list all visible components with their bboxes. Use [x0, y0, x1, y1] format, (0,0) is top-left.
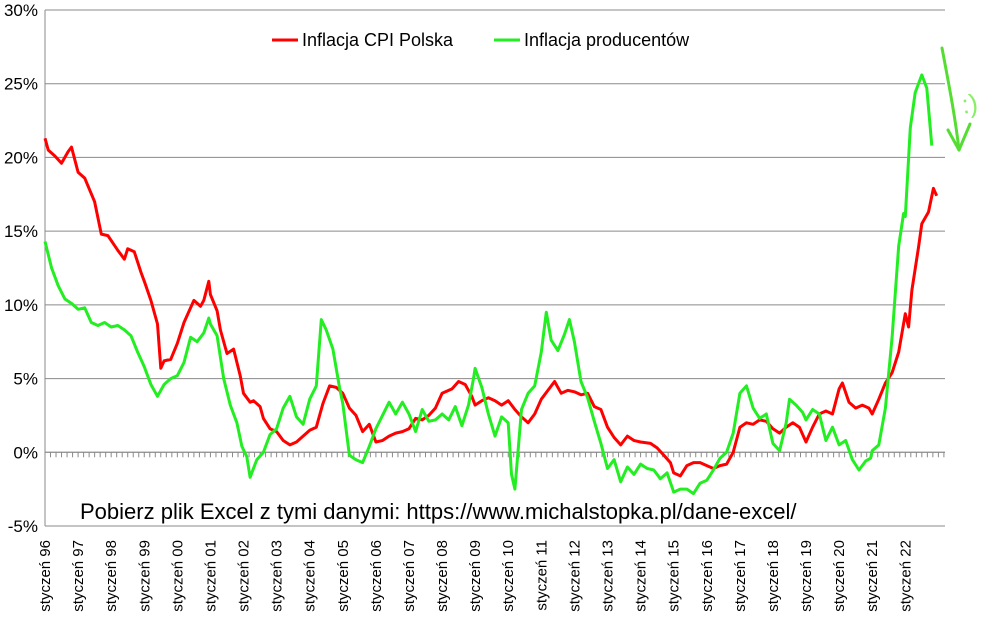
x-tick-label: styczeń 97	[70, 540, 87, 612]
y-tick-label: 10%	[4, 296, 38, 315]
legend-label: Inflacja CPI Polska	[302, 30, 454, 50]
grid-lines	[44, 9, 945, 527]
x-tick-label: styczeń 12	[566, 540, 583, 612]
x-tick-label: styczeń 20	[831, 540, 848, 612]
x-tick-label: styczeń 02	[236, 540, 253, 612]
x-tick-label: styczeń 08	[434, 540, 451, 612]
x-tick-label: styczeń 11	[533, 540, 550, 611]
x-tick-label: styczeń 09	[467, 540, 484, 612]
y-tick-label: 5%	[13, 370, 38, 389]
x-tick-label: styczeń 15	[666, 540, 683, 612]
y-tick-label: 20%	[4, 148, 38, 167]
y-tick-label: 30%	[4, 1, 38, 20]
x-tick-label: styczeń 21	[864, 540, 881, 612]
x-tick-label: styczeń 06	[368, 540, 385, 612]
y-axis-ticks: -5% 0% 5% 10% 15% 20% 25% 30%	[4, 1, 38, 536]
legend-label: Inflacja producentów	[524, 30, 690, 50]
x-tick-label: styczeń 22	[897, 540, 914, 612]
x-tick-label: styczeń 13	[600, 540, 617, 612]
x-tick-label: styczeń 00	[169, 540, 186, 612]
x-tick-label: styczeń 17	[732, 540, 749, 612]
x-tick-label: styczeń 16	[699, 540, 716, 612]
x-tick-label: styczeń 19	[798, 540, 815, 612]
x-tick-label: styczeń 04	[302, 540, 319, 612]
arrow-icon	[940, 46, 961, 152]
y-tick-label: 25%	[4, 75, 38, 94]
x-tick-label: styczeń 14	[633, 540, 650, 612]
x-tick-label: styczeń 07	[401, 540, 418, 612]
series-group	[43, 73, 939, 496]
annotation: :)	[940, 46, 980, 152]
x-tick-label: styczeń 18	[765, 540, 782, 612]
x-tick-label: styczeń 98	[103, 540, 120, 612]
chart-note: Pobierz plik Excel z tymi danymi: https:…	[80, 499, 797, 524]
x-tick-label: styczeń 03	[269, 540, 286, 612]
x-axis: styczeń 96 styczeń 97 styczeń 98 styczeń 99…	[37, 451, 945, 612]
series-line-cpi	[43, 137, 939, 478]
y-tick-label: 0%	[13, 443, 38, 462]
y-tick-label: 15%	[4, 222, 38, 241]
legend: Inflacja CPI Polska Inflacja producentów	[272, 30, 690, 50]
y-tick-label: -5%	[8, 517, 38, 536]
series-line-ppi	[43, 73, 934, 496]
smiley-annotation: :)	[960, 88, 980, 120]
x-tick-label: styczeń 05	[335, 540, 352, 612]
x-tick-label: styczeń 01	[202, 540, 219, 612]
x-tick-label: styczeń 10	[500, 540, 517, 612]
x-tick-label: styczeń 99	[136, 540, 153, 612]
arrowhead-icon	[946, 122, 972, 152]
x-tick-label: styczeń 96	[37, 540, 54, 612]
